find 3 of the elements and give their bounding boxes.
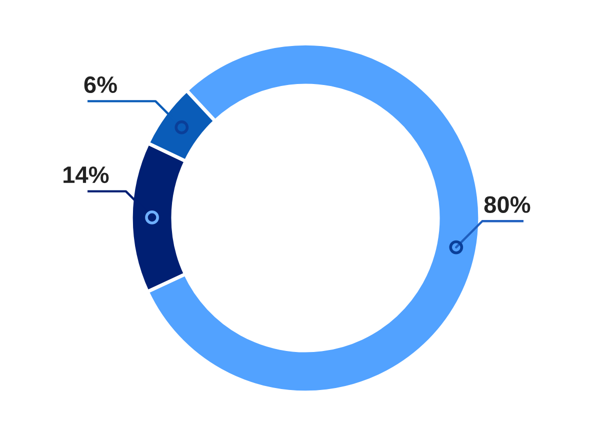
- data-label: 80%: [484, 196, 530, 213]
- data-label: 14%: [64, 166, 109, 184]
- data-label: 6%: [84, 76, 117, 94]
